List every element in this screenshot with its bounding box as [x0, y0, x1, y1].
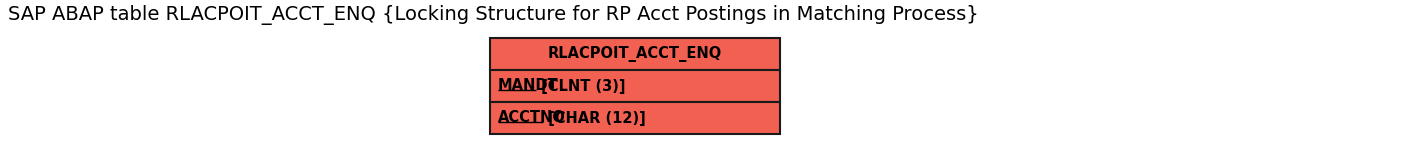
- Text: RLACPOIT_ACCT_ENQ: RLACPOIT_ACCT_ENQ: [548, 46, 723, 62]
- Text: [CLNT (3)]: [CLNT (3)]: [536, 79, 625, 94]
- Bar: [490, 70, 780, 102]
- Text: SAP ABAP table RLACPOIT_ACCT_ENQ {Locking Structure for RP Acct Postings in Matc: SAP ABAP table RLACPOIT_ACCT_ENQ {Lockin…: [9, 5, 978, 25]
- Text: ACCTNO: ACCTNO: [498, 111, 565, 126]
- Text: MANDT: MANDT: [498, 79, 558, 94]
- Text: [CHAR (12)]: [CHAR (12)]: [544, 111, 645, 126]
- Bar: [490, 102, 780, 134]
- Bar: [490, 38, 780, 70]
